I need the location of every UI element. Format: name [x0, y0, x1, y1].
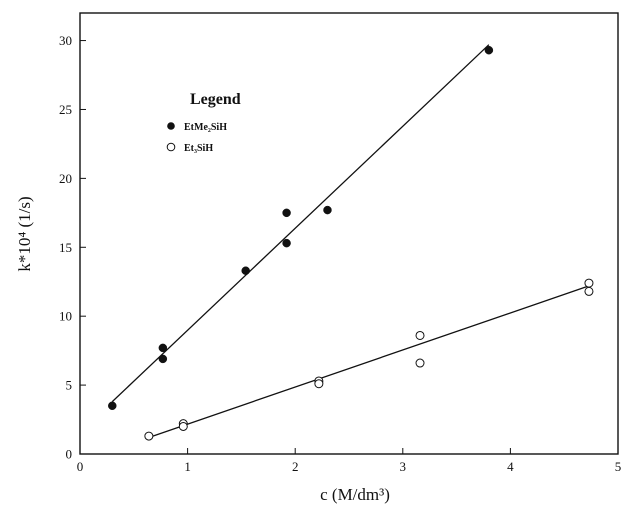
x-tick-label: 5: [615, 459, 621, 474]
data-point-series-1: [415, 358, 425, 368]
x-tick-label: 0: [77, 459, 84, 474]
y-tick-label: 25: [59, 102, 72, 117]
x-axis-label: c (M/dm³): [320, 485, 390, 504]
data-point-series-1: [584, 286, 594, 296]
fit-lines: [111, 44, 590, 439]
x-tick-label: 1: [184, 459, 191, 474]
legend-title: Legend: [190, 91, 241, 108]
data-point-series-1: [415, 330, 425, 340]
x-axis-ticks: 0 1 2 3 4 5: [77, 448, 621, 474]
y-tick-label: 0: [66, 447, 73, 462]
fit-line-series-1: [148, 285, 590, 439]
data-point-series-1: [178, 421, 188, 431]
data-point-series-1: [144, 431, 154, 441]
legend-marker-filled: [167, 122, 175, 130]
data-point-series-0: [241, 266, 250, 275]
data-point-series-0: [158, 354, 168, 364]
y-tick-label: 30: [59, 33, 72, 48]
legend: Legend EtMe₂SiH Et₃SiH: [166, 91, 241, 154]
legend-entry-etme2sih: EtMe₂SiH: [184, 122, 227, 133]
legend-entry-et3sih: Et₃SiH: [184, 143, 213, 154]
x-tick-label: 4: [507, 459, 514, 474]
data-point-series-0: [282, 208, 291, 218]
y-axis-label: k*10⁴ (1/s): [15, 196, 34, 271]
data-point-series-0: [158, 343, 168, 353]
y-tick-label: 10: [59, 309, 72, 324]
y-tick-label: 5: [66, 378, 73, 393]
y-axis-ticks: 0 5 10 15 20 25 30: [59, 33, 86, 462]
plot-area: [79, 12, 619, 455]
data-point-series-1: [314, 379, 324, 389]
data-points: [108, 45, 594, 441]
x-tick-label: 3: [400, 459, 407, 474]
y-tick-label: 20: [59, 171, 72, 186]
legend-marker-open: [166, 142, 176, 152]
data-point-series-0: [484, 45, 494, 55]
data-point-series-1: [584, 278, 594, 288]
x-tick-label: 2: [292, 459, 299, 474]
data-point-series-0: [323, 205, 332, 215]
y-tick-label: 15: [59, 240, 72, 255]
data-point-series-0: [282, 238, 291, 248]
data-point-series-0: [108, 401, 117, 411]
plot-frame: [79, 12, 619, 455]
fit-line-series-0: [111, 44, 490, 403]
